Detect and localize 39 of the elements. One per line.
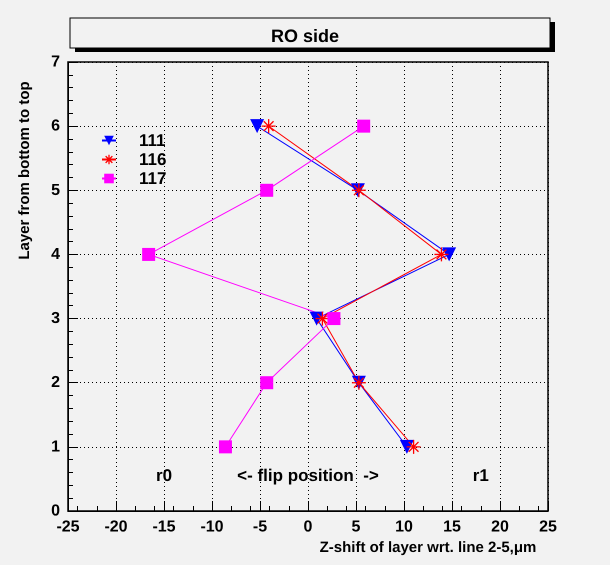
y-tick-label: 1 bbox=[51, 438, 60, 456]
x-tick-label: 15 bbox=[443, 518, 461, 536]
point bbox=[142, 248, 156, 261]
y-tick-label: 7 bbox=[51, 54, 60, 70]
point bbox=[357, 120, 370, 133]
x-tick-label: -10 bbox=[200, 518, 224, 536]
y-tick-label: 5 bbox=[51, 182, 60, 199]
y-tick-label: 6 bbox=[51, 118, 60, 135]
x-tick-label: 0 bbox=[304, 518, 313, 536]
y-tick-label: 0 bbox=[51, 502, 60, 520]
y-tick-label: 2 bbox=[51, 374, 60, 392]
x-axis-title: Z-shift of layer wrt. line 2-5,μm bbox=[320, 538, 536, 556]
point bbox=[442, 247, 456, 262]
y-tick-label: 4 bbox=[51, 246, 60, 263]
legend-label: 111 bbox=[139, 131, 166, 150]
point bbox=[260, 118, 276, 134]
x-tick-label: -20 bbox=[104, 518, 128, 536]
x-tick-label: -15 bbox=[152, 518, 176, 536]
legend-label: 116 bbox=[139, 150, 166, 169]
y-axis-title: Layer from bottom to top bbox=[16, 81, 33, 260]
x-tick-label: 5 bbox=[352, 518, 361, 536]
annotation: <- flip position -> bbox=[237, 466, 379, 486]
x-tick-label: 25 bbox=[539, 518, 557, 536]
chart-title: RO side bbox=[270, 26, 340, 46]
point bbox=[327, 312, 340, 326]
annotation: r0 bbox=[156, 466, 172, 486]
y-tick-label: 3 bbox=[51, 310, 60, 328]
legend-label: 117 bbox=[139, 169, 166, 188]
point bbox=[434, 246, 450, 262]
x-tick-label: -5 bbox=[252, 518, 268, 536]
x-tick-label: 20 bbox=[491, 518, 509, 536]
point bbox=[260, 376, 274, 390]
x-tick-label: -25 bbox=[56, 518, 80, 536]
x-tick-label: 10 bbox=[395, 518, 413, 536]
point bbox=[260, 184, 274, 197]
annotation: r1 bbox=[472, 466, 489, 486]
point bbox=[406, 439, 422, 455]
point bbox=[250, 119, 264, 134]
point bbox=[218, 440, 232, 454]
